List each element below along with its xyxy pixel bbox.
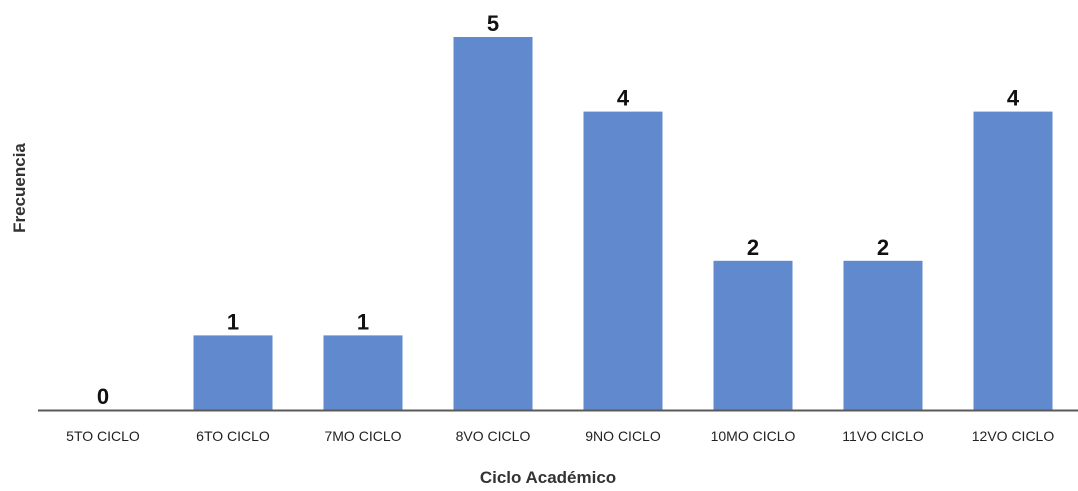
- bar-10mo-ciclo: [713, 260, 793, 410]
- x-tick-labels: 5TO CICLO 6TO CICLO 7MO CICLO 8VO CICLO 9NO …: [66, 428, 1054, 444]
- bar-6to-ciclo: [193, 335, 273, 410]
- y-axis-title: Frecuencia: [10, 143, 29, 233]
- data-label-7mo-ciclo: 1: [357, 309, 369, 334]
- bars-layer: [193, 37, 1053, 410]
- data-label-9no-ciclo: 4: [617, 86, 630, 111]
- data-label-6to-ciclo: 1: [227, 309, 239, 334]
- bar-11vo-ciclo: [843, 260, 923, 410]
- bar-9no-ciclo: [583, 111, 663, 410]
- x-tick-label-7mo-ciclo: 7MO CICLO: [324, 428, 401, 444]
- data-label-12vo-ciclo: 4: [1007, 86, 1020, 111]
- data-label-10mo-ciclo: 2: [747, 235, 759, 260]
- x-tick-label-6to-ciclo: 6TO CICLO: [196, 428, 270, 444]
- x-tick-label-11vo-ciclo: 11VO CICLO: [842, 428, 924, 444]
- data-label-11vo-ciclo: 2: [877, 235, 889, 260]
- bar-8vo-ciclo: [453, 37, 533, 410]
- value-labels-layer: 0 1 1 5 4 2 2 4: [97, 11, 1020, 409]
- x-tick-label-10mo-ciclo: 10MO CICLO: [711, 428, 796, 444]
- bar-12vo-ciclo: [973, 111, 1053, 410]
- data-label-5to-ciclo: 0: [97, 384, 109, 409]
- bar-7mo-ciclo: [323, 335, 403, 410]
- x-tick-label-12vo-ciclo: 12VO CICLO: [972, 428, 1055, 444]
- x-tick-label-8vo-ciclo: 8VO CICLO: [456, 428, 531, 444]
- x-tick-label-9no-ciclo: 9NO CICLO: [585, 428, 661, 444]
- x-tick-label-5to-ciclo: 5TO CICLO: [66, 428, 140, 444]
- x-axis-title: Ciclo Académico: [480, 468, 616, 486]
- data-label-8vo-ciclo: 5: [487, 11, 499, 36]
